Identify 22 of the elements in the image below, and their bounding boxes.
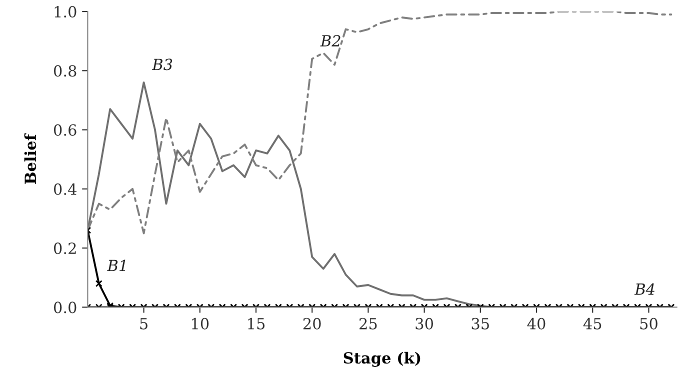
x-tick-label: 15 bbox=[248, 318, 265, 330]
y-tick-label: 0.0 bbox=[54, 302, 76, 314]
y-tick-label: 0.4 bbox=[54, 183, 76, 195]
x-tick-label: 50 bbox=[640, 318, 658, 330]
x-tick-label: 40 bbox=[527, 318, 546, 330]
annotation: B3 bbox=[152, 58, 172, 70]
y-tick-label: 0.6 bbox=[54, 124, 76, 136]
x-tick-label: 25 bbox=[360, 318, 377, 330]
x-tick-label: 5 bbox=[140, 318, 148, 330]
x-tick-label: 30 bbox=[416, 318, 434, 330]
y-tick-label: 1.0 bbox=[54, 6, 76, 18]
x-axis-title: Stage (k) bbox=[344, 352, 420, 367]
y-tick-label: 0.8 bbox=[54, 65, 76, 77]
annotation: B4 bbox=[634, 283, 654, 295]
x-tick-label: 35 bbox=[472, 318, 489, 330]
x-tick-label: 20 bbox=[303, 318, 321, 330]
annotation: B2 bbox=[320, 34, 340, 46]
y-tick-label: 0.2 bbox=[54, 242, 76, 254]
annotation: B1 bbox=[107, 260, 126, 272]
x-tick-label: 45 bbox=[583, 318, 602, 330]
x-tick-label: 10 bbox=[192, 318, 209, 330]
y-axis-title: Belief bbox=[24, 133, 36, 184]
